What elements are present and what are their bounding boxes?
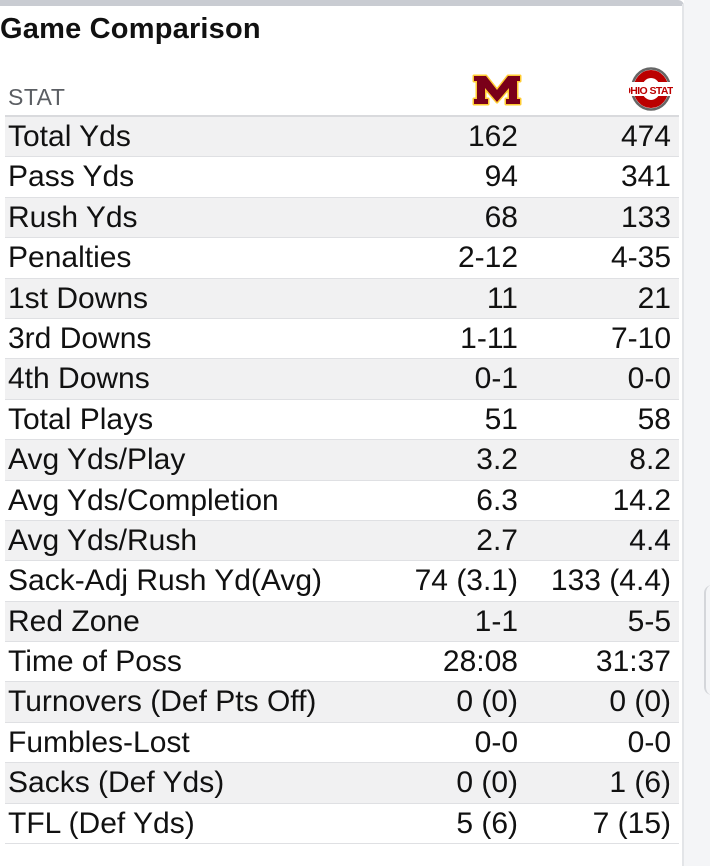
minnesota-logo-icon[interactable] xyxy=(472,71,522,107)
ohio-state-logo-icon[interactable]: OHIO STATE xyxy=(629,67,673,111)
minnesota-value: 162 xyxy=(467,120,518,153)
ohio-state-value: 0 (0) xyxy=(609,685,671,719)
stat-name: Avg Yds/Play xyxy=(8,443,186,477)
table-row: Sacks (Def Yds) 0 (0) 1 (6) xyxy=(5,763,679,804)
table-row: Avg Yds/Rush 2.7 4.4 xyxy=(5,520,679,562)
minnesota-value: 94 xyxy=(484,160,518,194)
stat-name: Total Plays xyxy=(8,402,154,436)
stat-name: Pass Yds xyxy=(8,160,135,194)
stat-name: Red Zone xyxy=(8,604,140,638)
stat-name: 4th Downs xyxy=(8,362,150,396)
stat-column-header: STAT xyxy=(8,84,66,110)
panel-top-border xyxy=(0,0,684,6)
minnesota-value: 74 (3.1) xyxy=(414,564,518,598)
table-row: 1st Downs 11 21 xyxy=(5,278,679,319)
stat-name: TFL (Def Yds) xyxy=(8,806,195,840)
ohio-state-value: 8.2 xyxy=(629,443,671,477)
table-row: 4th Downs 0-1 0-0 xyxy=(5,359,679,400)
page-title: Game Comparison xyxy=(0,13,261,45)
table-row: Fumbles-Lost 0-0 0-0 xyxy=(5,723,679,764)
stat-name: Sack-Adj Rush Yd(Avg) xyxy=(8,564,323,598)
minnesota-value: 0-1 xyxy=(474,362,518,396)
stats-table: STAT OHIO STATE Total Yds 162 474 Pass Yds 9… xyxy=(5,66,679,845)
stat-name: Time of Poss xyxy=(8,645,182,679)
table-header: STAT OHIO STATE xyxy=(5,66,679,117)
minnesota-value: 6.3 xyxy=(476,483,518,517)
ohio-state-value: 133 (4.4) xyxy=(550,564,671,598)
ohio-state-value: 5-5 xyxy=(627,604,671,638)
minnesota-value: 68 xyxy=(484,200,518,234)
table-row: Avg Yds/Play 3.2 8.2 xyxy=(5,440,679,481)
stat-name: Turnovers (Def Pts Off) xyxy=(8,685,317,719)
minnesota-value: 1-11 xyxy=(460,321,518,355)
ohio-state-value: 133 xyxy=(620,200,671,234)
minnesota-value: 28:08 xyxy=(442,645,518,679)
table-row: Time of Poss 28:08 31:37 xyxy=(5,642,679,683)
stat-name: 1st Downs xyxy=(8,281,149,315)
ohio-state-value: 58 xyxy=(637,402,671,436)
stat-name: 3rd Downs xyxy=(8,321,152,355)
table-row: Turnovers (Def Pts Off) 0 (0) 0 (0) xyxy=(5,682,679,723)
table-row: 3rd Downs 1-11 7-10 xyxy=(5,319,679,360)
ohio-state-value: 1 (6) xyxy=(609,766,671,800)
ohio-state-value: 0-0 xyxy=(627,362,671,396)
stat-name: Penalties xyxy=(8,241,132,275)
ohio-state-value: 341 xyxy=(620,160,671,194)
ohio-state-value: 7-10 xyxy=(610,321,671,355)
minnesota-value: 0 (0) xyxy=(456,685,518,719)
table-row: Sack-Adj Rush Yd(Avg) 74 (3.1) 133 (4.4) xyxy=(5,561,679,602)
minnesota-value: 5 (6) xyxy=(456,806,518,840)
svg-text:OHIO STATE: OHIO STATE xyxy=(629,85,673,97)
ohio-state-value: 21 xyxy=(637,281,671,315)
table-row: Rush Yds 68 133 xyxy=(5,197,679,239)
stats-rows: Total Yds 162 474 Pass Yds 94 341 Rush Yds 68 13… xyxy=(5,117,679,845)
minnesota-value: 3.2 xyxy=(476,443,518,477)
stat-name: Total Yds xyxy=(8,120,131,153)
adjacent-panel-edge xyxy=(684,0,710,866)
table-row: Avg Yds/Completion 6.3 14.2 xyxy=(5,481,679,521)
ohio-state-value: 4-35 xyxy=(610,241,671,275)
table-row: Penalties 2-12 4-35 xyxy=(5,238,679,279)
table-row: Pass Yds 94 341 xyxy=(5,157,679,198)
stat-name: Avg Yds/Rush xyxy=(8,523,198,557)
minnesota-value: 11 xyxy=(486,281,518,315)
minnesota-value: 2-12 xyxy=(457,241,518,275)
table-row: Total Yds 162 474 xyxy=(5,117,679,158)
minnesota-value: 0 (0) xyxy=(456,766,518,800)
ohio-state-value: 14.2 xyxy=(612,483,671,517)
ohio-state-value: 4.4 xyxy=(629,523,671,557)
scroll-indicator[interactable] xyxy=(704,585,710,695)
ohio-state-value: 7 (15) xyxy=(592,806,671,840)
ohio-state-value: 474 xyxy=(620,120,671,153)
table-row: Red Zone 1-1 5-5 xyxy=(5,601,679,643)
panel-right-border xyxy=(682,4,684,866)
minnesota-value: 51 xyxy=(484,402,518,436)
table-row: TFL (Def Yds) 5 (6) 7 (15) xyxy=(5,804,679,845)
minnesota-value: 1-1 xyxy=(474,604,518,638)
stat-name: Fumbles-Lost xyxy=(8,725,190,759)
ohio-state-value: 0-0 xyxy=(627,725,671,759)
minnesota-value: 2.7 xyxy=(476,523,518,557)
stat-name: Rush Yds xyxy=(8,200,138,234)
ohio-state-value: 31:37 xyxy=(595,645,671,679)
stat-name: Avg Yds/Completion xyxy=(8,483,279,517)
table-row: Total Plays 51 58 xyxy=(5,400,679,441)
stat-name: Sacks (Def Yds) xyxy=(8,766,225,800)
minnesota-value: 0-0 xyxy=(474,725,518,759)
